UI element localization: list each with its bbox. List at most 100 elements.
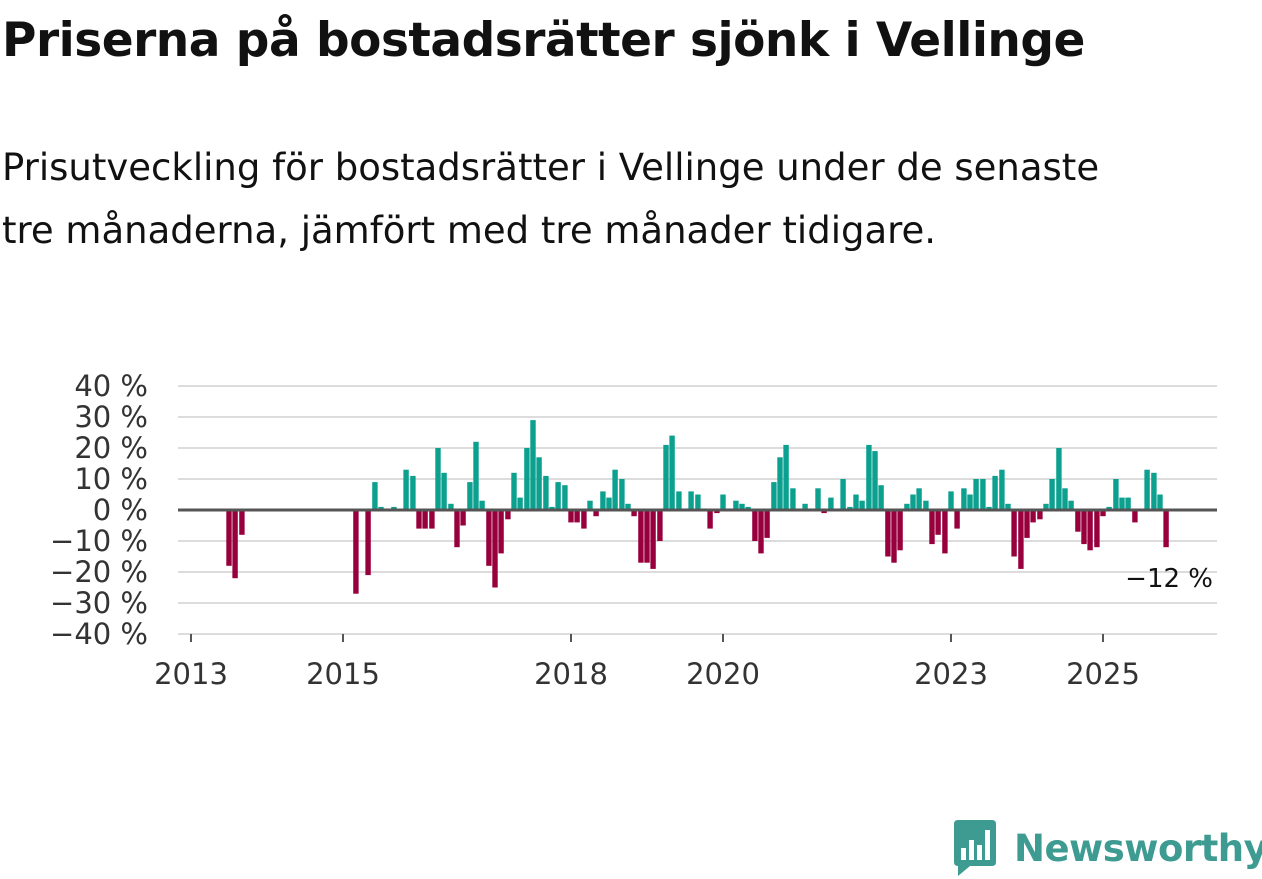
gridlines xyxy=(178,385,1217,635)
axes: 40 %30 %20 %10 %0 %−10 %−20 %−30 %−40 %2… xyxy=(50,369,1217,691)
bar xyxy=(581,510,587,529)
bar xyxy=(555,482,561,510)
bar xyxy=(492,510,498,588)
bar xyxy=(448,503,454,510)
bar xyxy=(1068,500,1074,510)
bar xyxy=(1106,506,1112,510)
bar xyxy=(904,503,910,510)
bar xyxy=(631,510,637,517)
bars xyxy=(226,420,1169,594)
bar xyxy=(226,510,232,566)
bar xyxy=(600,491,606,510)
bar xyxy=(1151,472,1157,510)
bar xyxy=(853,494,859,510)
bar xyxy=(1100,510,1106,517)
bar xyxy=(663,444,669,510)
bar xyxy=(999,469,1005,510)
bar xyxy=(910,494,916,510)
bar xyxy=(688,491,694,510)
bar xyxy=(232,510,238,579)
bar xyxy=(1030,510,1036,523)
bar xyxy=(479,500,485,510)
bar xyxy=(1005,503,1011,510)
bar xyxy=(1062,488,1068,510)
bar xyxy=(562,485,568,510)
bar xyxy=(1049,479,1055,510)
bar xyxy=(530,420,536,510)
bar xyxy=(454,510,460,548)
bar xyxy=(239,510,245,535)
bar xyxy=(435,448,441,510)
y-tick-label: −40 % xyxy=(50,617,148,651)
bar xyxy=(429,510,435,529)
bar xyxy=(416,510,422,529)
bar xyxy=(866,444,872,510)
bar xyxy=(1132,510,1138,523)
bar xyxy=(1018,510,1024,569)
bar xyxy=(758,510,764,554)
bar xyxy=(961,488,967,510)
bar xyxy=(980,479,986,510)
x-tick-label: 2025 xyxy=(1066,657,1140,691)
bar xyxy=(549,506,555,510)
bar xyxy=(764,510,770,538)
bar xyxy=(524,448,530,510)
bar xyxy=(897,510,903,551)
bar xyxy=(777,457,783,510)
bar xyxy=(441,472,447,510)
bar xyxy=(422,510,428,529)
bar xyxy=(486,510,492,566)
bar xyxy=(403,469,409,510)
y-tick-label: 30 % xyxy=(74,400,148,434)
bar xyxy=(657,510,663,541)
bar xyxy=(821,510,827,514)
chart-subtitle: Prisutveckling för bostadsrätter i Velli… xyxy=(2,146,1100,252)
bar xyxy=(720,494,726,510)
bar xyxy=(790,488,796,510)
bar xyxy=(353,510,359,594)
bar xyxy=(467,482,473,510)
bar xyxy=(574,510,580,523)
bar xyxy=(942,510,948,554)
bar xyxy=(1125,497,1131,510)
bar xyxy=(505,510,511,520)
bar xyxy=(410,475,416,510)
bar xyxy=(1113,479,1119,510)
bar xyxy=(1037,510,1043,520)
bar xyxy=(967,494,973,510)
x-tick-label: 2018 xyxy=(534,657,608,691)
bar xyxy=(707,510,713,529)
x-tick-label: 2023 xyxy=(914,657,988,691)
y-tick-label: 40 % xyxy=(74,369,148,403)
bar xyxy=(606,497,612,510)
y-tick-label: −30 % xyxy=(50,586,148,620)
bar xyxy=(365,510,371,576)
y-tick-label: −10 % xyxy=(50,524,148,558)
bar xyxy=(1081,510,1087,545)
bar xyxy=(1011,510,1017,557)
bar xyxy=(1043,503,1049,510)
bar xyxy=(929,510,935,545)
bar xyxy=(923,500,929,510)
bar xyxy=(771,482,777,510)
bar xyxy=(372,482,378,510)
y-tick-label: 20 % xyxy=(74,431,148,465)
bar xyxy=(543,475,549,510)
bar xyxy=(739,503,745,510)
bar xyxy=(644,510,650,563)
bar xyxy=(568,510,574,523)
bar xyxy=(714,510,720,514)
bar xyxy=(1056,448,1062,510)
bar xyxy=(625,503,631,510)
bar xyxy=(695,494,701,510)
y-tick-label: 10 % xyxy=(74,462,148,496)
bar xyxy=(986,506,992,510)
bar xyxy=(669,435,675,510)
bar xyxy=(815,488,821,510)
bar xyxy=(840,479,846,510)
bar xyxy=(536,457,542,510)
bar xyxy=(828,497,834,510)
bar xyxy=(752,510,758,541)
bar xyxy=(1094,510,1100,548)
bar xyxy=(885,510,891,557)
